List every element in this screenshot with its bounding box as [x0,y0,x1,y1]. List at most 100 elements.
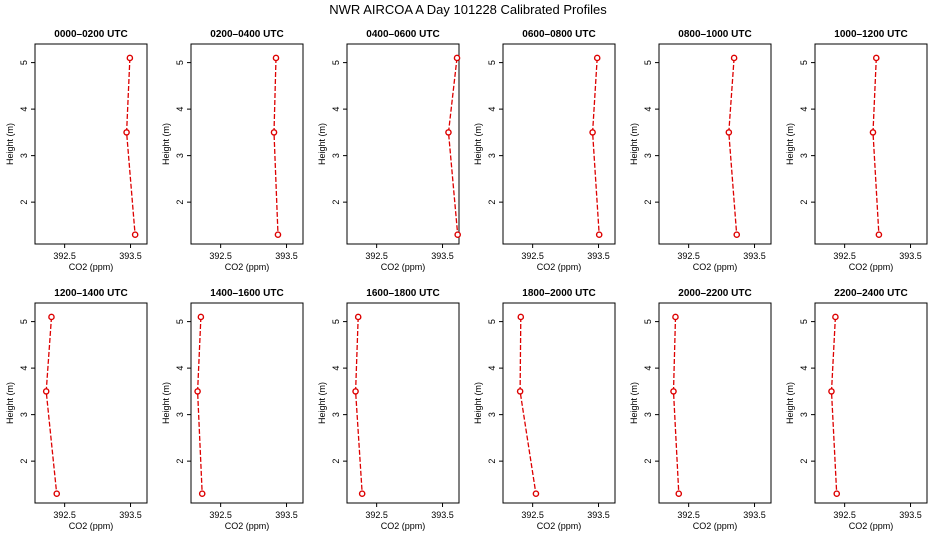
panel-title: 0400–0600 UTC [366,29,439,40]
x-axis-label: CO2 (ppm) [693,521,738,531]
profile-line [830,316,838,494]
x-tick-label: 392.5 [677,251,700,261]
y-axis-label: Height (m) [317,123,327,165]
x-tick-label: 392.5 [521,510,544,520]
y-tick-label: 2 [487,459,497,464]
panel-title: 2200–2400 UTC [834,288,907,299]
data-point [53,490,61,497]
profile-line [125,57,136,235]
x-tick-label: 392.5 [53,510,76,520]
y-axis-label: Height (m) [5,123,15,165]
chart-panel: 2000–2200 UTC 392.5 393.5 CO2 (ppm) 2 3 4 5 Heig… [629,288,772,531]
y-axis-label: Height (m) [473,382,483,424]
y-tick-label: 2 [175,200,185,205]
y-axis-label: Height (m) [785,382,795,424]
data-point [828,388,835,395]
x-tick-label: 393.5 [119,251,142,261]
x-axis-label: CO2 (ppm) [693,262,738,272]
y-tick-label: 3 [643,153,653,158]
y-tick-label: 5 [175,319,185,324]
profile-line [45,316,58,494]
plot-frame [34,302,148,504]
panel-title: 0800–1000 UTC [678,29,751,40]
y-tick-label: 4 [19,107,29,112]
y-tick-label: 5 [643,319,653,324]
y-tick-label: 4 [643,366,653,371]
y-tick-label: 3 [331,153,341,158]
profile-line [591,57,600,235]
chart-panel: 0000–0200 UTC 392.5 393.5 CO2 (ppm) 2 3 4 5 Heig… [5,29,148,272]
y-tick-label: 5 [19,60,29,65]
y-tick-label: 4 [643,107,653,112]
data-point [445,129,452,136]
x-tick-label: 392.5 [833,251,856,261]
y-tick-label: 2 [799,459,809,464]
y-tick-label: 5 [487,60,497,65]
plot-frame [190,43,304,245]
plot-frame [502,43,616,245]
data-point [274,231,282,238]
y-tick-label: 3 [175,412,185,417]
plot-frame [346,43,460,245]
data-point [875,231,883,238]
y-tick-label: 2 [331,459,341,464]
y-axis-label: Height (m) [5,382,15,424]
y-tick-label: 4 [487,107,497,112]
data-point [358,490,366,497]
y-tick-label: 2 [799,200,809,205]
x-axis-label: CO2 (ppm) [849,521,894,531]
figure-title: NWR AIRCOA A Day 101228 Calibrated Profi… [329,2,607,17]
y-axis-label: Height (m) [317,382,327,424]
data-point [869,129,877,136]
y-tick-label: 3 [331,412,341,417]
data-point [198,490,206,497]
y-axis-label: Height (m) [473,123,483,165]
x-axis-label: CO2 (ppm) [381,521,426,531]
chart-panel: 0600–0800 UTC 392.5 393.5 CO2 (ppm) 2 3 4 5 Heig… [473,29,616,272]
y-tick-label: 3 [175,153,185,158]
data-point [832,313,839,321]
x-axis-label: CO2 (ppm) [69,521,114,531]
chart-panel: 0400–0600 UTC 392.5 393.5 CO2 (ppm) 2 3 4 5 Heig… [317,29,461,272]
y-tick-label: 2 [331,200,341,205]
data-point [670,388,677,395]
y-tick-label: 5 [799,60,809,65]
data-point [42,388,50,395]
y-tick-label: 5 [799,319,809,324]
y-tick-label: 5 [19,319,29,324]
data-point [270,129,278,136]
data-point [733,231,741,238]
y-tick-label: 2 [643,459,653,464]
data-point [593,54,601,62]
x-axis-label: CO2 (ppm) [381,262,426,272]
y-tick-label: 4 [799,366,809,371]
panel-title: 0600–0800 UTC [522,29,595,40]
y-axis-label: Height (m) [161,382,171,424]
x-tick-label: 392.5 [677,510,700,520]
x-tick-label: 392.5 [365,251,388,261]
data-point [453,54,461,62]
data-point [595,231,603,238]
chart-panel: 1200–1400 UTC 392.5 393.5 CO2 (ppm) 2 3 4 5 Heig… [5,288,148,531]
panel-title: 1000–1200 UTC [834,29,907,40]
y-axis-label: Height (m) [161,123,171,165]
y-tick-label: 4 [487,366,497,371]
panel-title: 2000–2200 UTC [678,288,751,299]
panel-title: 1200–1400 UTC [54,288,127,299]
chart-panel: 1600–1800 UTC 392.5 393.5 CO2 (ppm) 2 3 4 5 Heig… [317,288,460,531]
data-point [123,129,130,136]
plot-frame [814,302,928,504]
x-tick-label: 393.5 [431,251,454,261]
y-tick-label: 4 [19,366,29,371]
x-tick-label: 393.5 [275,251,298,261]
y-tick-label: 2 [175,459,185,464]
chart-panel: 1000–1200 UTC 392.5 393.5 CO2 (ppm) 2 3 4 5 Heig… [785,29,928,272]
x-axis-label: CO2 (ppm) [537,262,582,272]
x-tick-label: 393.5 [743,510,766,520]
y-tick-label: 2 [487,200,497,205]
panel-title: 1800–2000 UTC [522,288,595,299]
profile-line [872,57,880,235]
data-point [352,388,359,395]
data-point [725,129,733,136]
